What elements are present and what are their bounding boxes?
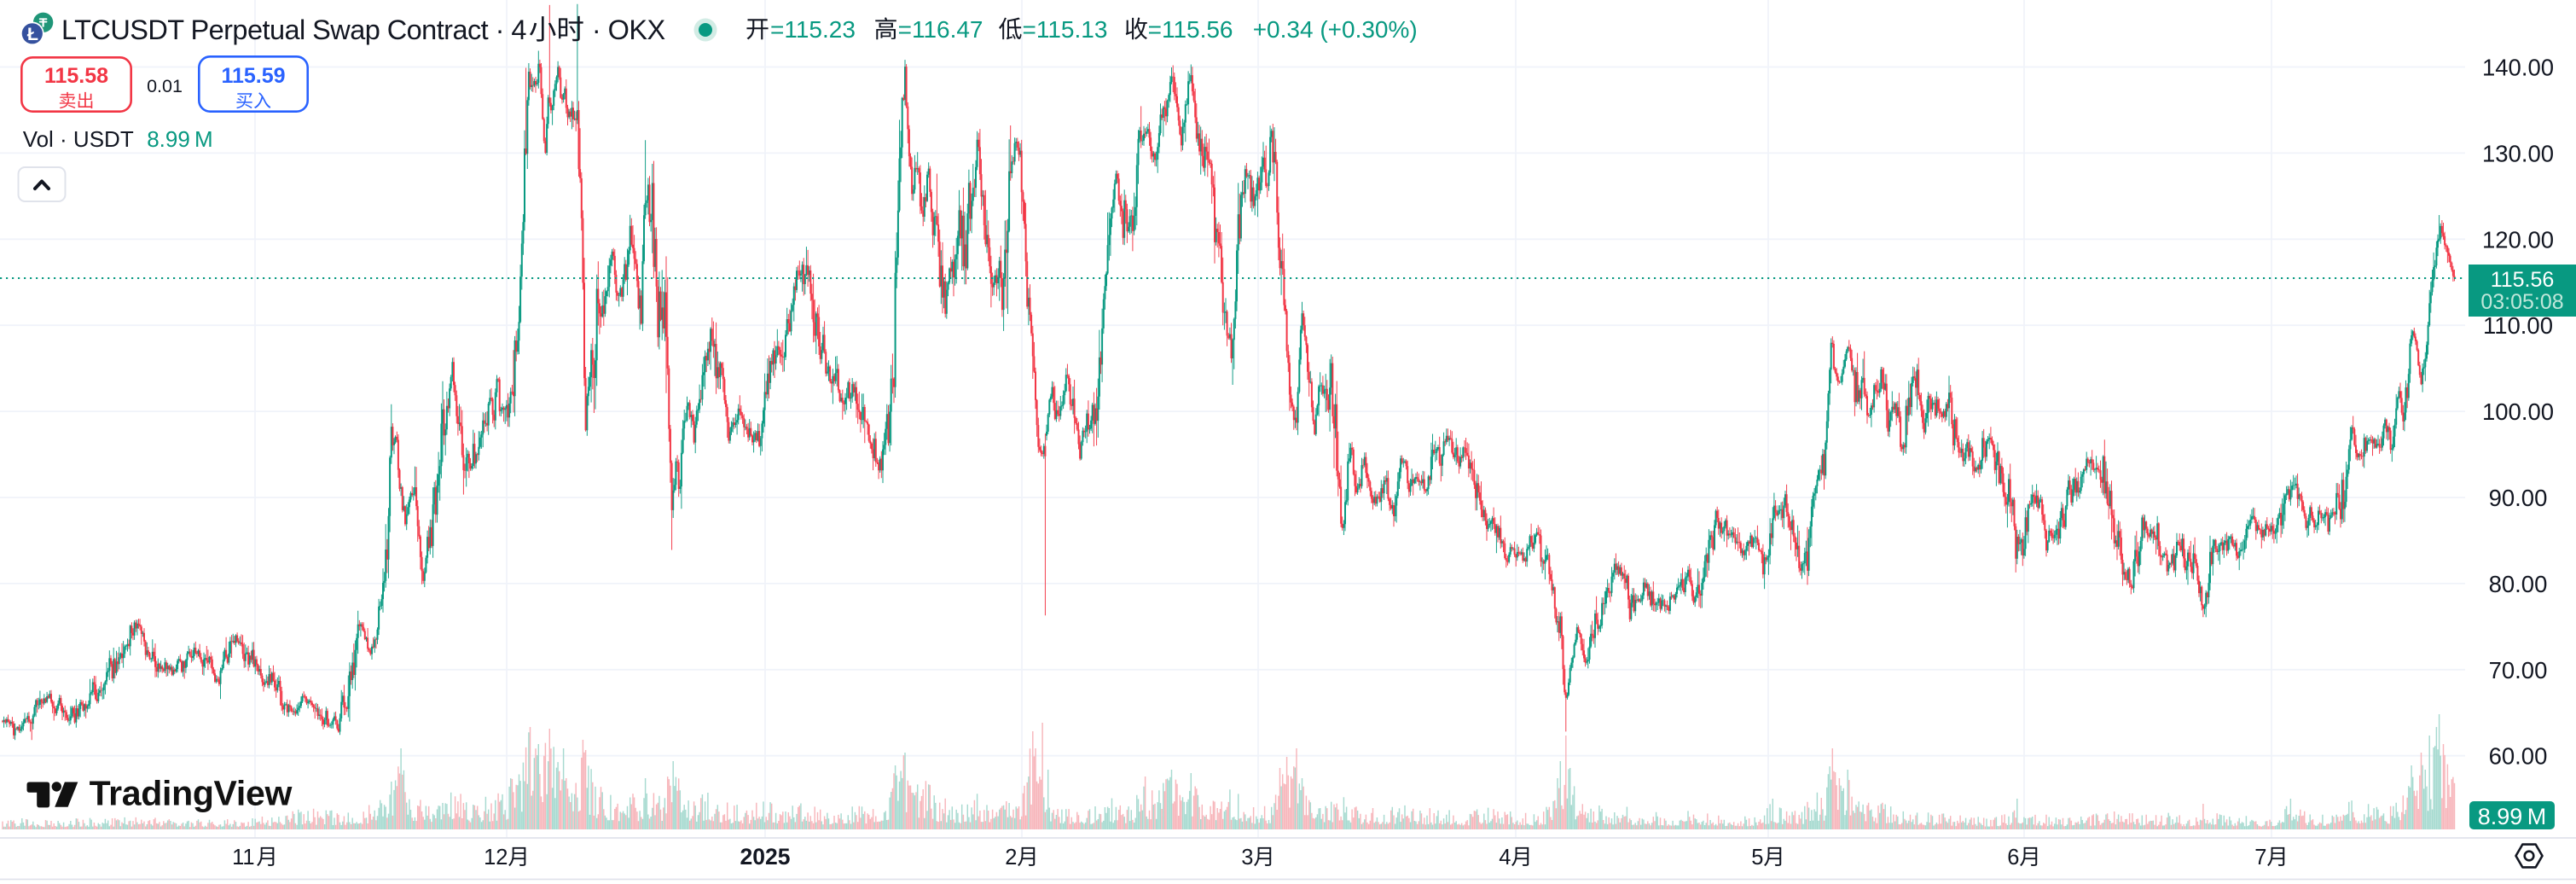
svg-text:110.00: 110.00: [2483, 312, 2553, 339]
svg-text:90.00: 90.00: [2489, 485, 2548, 511]
svg-text:5: 5: [1751, 846, 1763, 869]
svg-text:=115.56: =115.56: [1148, 16, 1233, 43]
svg-text:7: 7: [2254, 846, 2266, 869]
svg-text:Ł: Ł: [27, 24, 38, 44]
svg-text:+0.34 (+0.30%): +0.34 (+0.30%): [1253, 16, 1418, 43]
svg-text:12: 12: [484, 846, 508, 869]
svg-text:60.00: 60.00: [2489, 743, 2548, 770]
svg-text:03:05:08: 03:05:08: [2480, 290, 2563, 314]
svg-text:4: 4: [1499, 846, 1511, 869]
svg-text:115.56: 115.56: [2491, 268, 2555, 292]
svg-text:2: 2: [1005, 846, 1017, 869]
svg-text:120.00: 120.00: [2482, 226, 2554, 253]
svg-text:11: 11: [232, 846, 254, 869]
svg-text:100.00: 100.00: [2482, 398, 2554, 425]
svg-text:TradingView: TradingView: [90, 774, 293, 813]
svg-text:115.58: 115.58: [44, 64, 108, 88]
svg-text:8.99 M: 8.99 M: [147, 126, 212, 152]
svg-text:2025: 2025: [740, 844, 791, 869]
svg-text:80.00: 80.00: [2489, 571, 2548, 597]
svg-text:LTCUSDT Perpetual Swap Contrac: LTCUSDT Perpetual Swap Contract · 4: [61, 15, 526, 45]
svg-text:=115.23: =115.23: [770, 16, 856, 43]
svg-text:140.00: 140.00: [2482, 55, 2554, 81]
svg-text:Vol · USDT: Vol · USDT: [23, 126, 134, 152]
svg-text:3: 3: [1241, 846, 1253, 869]
svg-text:· OKX: · OKX: [592, 15, 665, 45]
svg-text:6: 6: [2007, 846, 2019, 869]
svg-text:=115.13: =115.13: [1023, 16, 1108, 43]
svg-text:115.59: 115.59: [221, 64, 285, 88]
svg-text:0.01: 0.01: [147, 76, 183, 96]
svg-text:130.00: 130.00: [2482, 140, 2554, 166]
svg-text:8.99 M: 8.99 M: [2478, 804, 2546, 829]
svg-text:70.00: 70.00: [2489, 657, 2548, 683]
svg-text:=116.47: =116.47: [898, 16, 983, 43]
